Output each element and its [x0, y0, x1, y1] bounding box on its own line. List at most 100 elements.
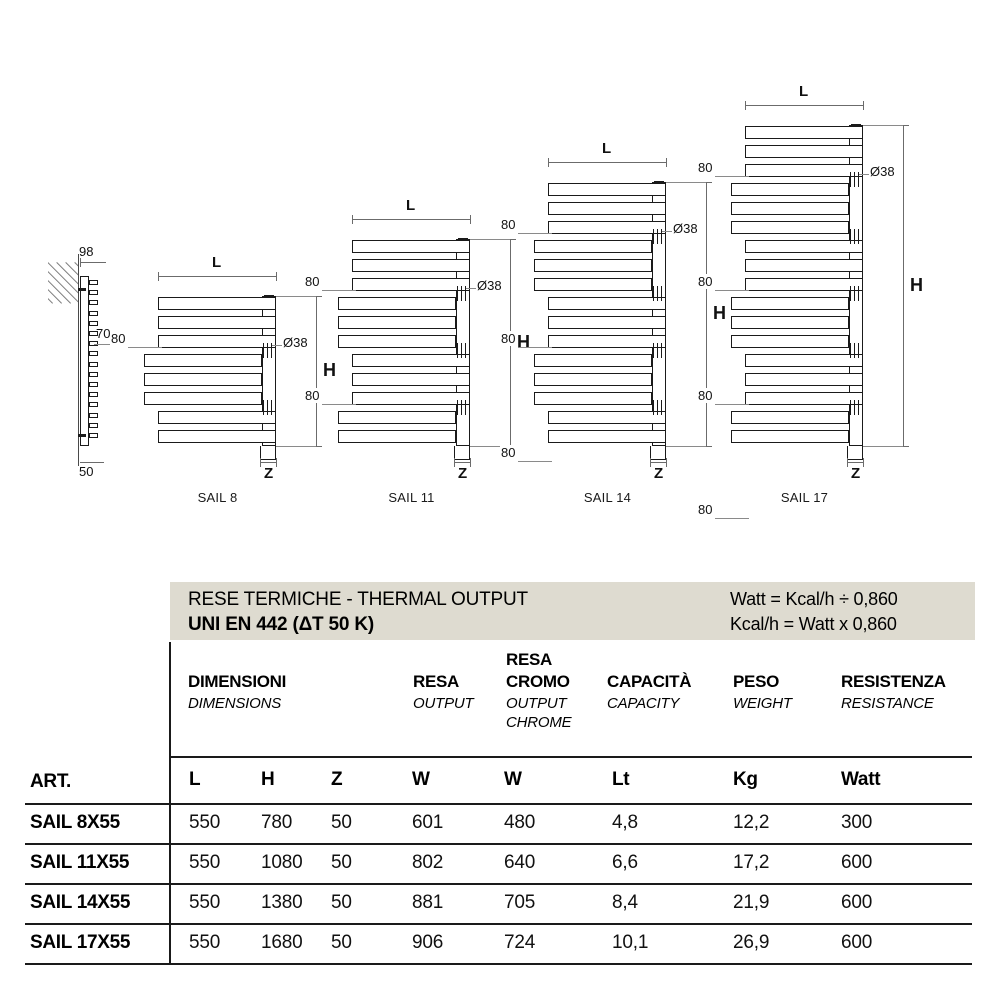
- collector-joint-line: [653, 400, 654, 415]
- cell-L: 550: [189, 852, 221, 873]
- radiator-bar: [731, 430, 849, 443]
- collector-joint-line: [461, 400, 462, 415]
- dim-H-tick-top: [505, 239, 516, 240]
- offset-leader: [715, 404, 749, 405]
- dim-L-tick-left: [158, 272, 159, 281]
- radiator-bar: [144, 392, 262, 405]
- offset-leader: [518, 461, 552, 462]
- radiator-bar: [548, 221, 666, 234]
- dim-98-tick-left: [80, 258, 81, 267]
- collector-joint-line: [657, 286, 658, 301]
- radiator-fin: [89, 310, 98, 316]
- dim-L-label: L: [212, 254, 222, 271]
- dim-Z-tick-left: [260, 458, 261, 467]
- radiator-bar: [338, 316, 456, 329]
- cell-W_chrome: 480: [504, 812, 536, 833]
- header-resa-cromo-1: RESA: [506, 650, 553, 669]
- collector-joint-line: [457, 286, 458, 301]
- collector-top-cap: [654, 181, 664, 183]
- cell-art: SAIL 8X55: [30, 812, 120, 833]
- dim-H-label: H: [517, 331, 530, 352]
- radiator-bar: [731, 411, 849, 424]
- offset-80-label: 80: [110, 331, 127, 346]
- offset-leader: [128, 347, 162, 348]
- radiator-bar: [745, 354, 863, 367]
- radiator-bar: [158, 297, 276, 310]
- diameter-label: Ø38: [672, 221, 699, 236]
- dim-H-ext-top: [276, 296, 316, 297]
- model-caption: SAIL 17: [780, 490, 829, 505]
- cell-W: 906: [412, 932, 444, 953]
- side-view-drawing: 98 70 50: [48, 244, 158, 479]
- radiator-bar: [352, 354, 470, 367]
- band-title-line2: UNI EN 442 (ΔT 50 K): [188, 614, 374, 635]
- radiator-bar: [548, 297, 666, 310]
- cell-W: 601: [412, 812, 444, 833]
- dim-H-label: H: [713, 303, 726, 323]
- collector-joint-line: [661, 400, 662, 415]
- z-connection-stub: [650, 446, 666, 460]
- dim-H-ext-bottom: [276, 446, 316, 447]
- unit-W: W: [412, 769, 430, 790]
- radiator-bar: [158, 411, 276, 424]
- radiator-bar: [338, 411, 456, 424]
- radiator-fin: [89, 351, 98, 357]
- diameter-label: Ø38: [869, 164, 896, 179]
- radiator-bar: [548, 335, 666, 348]
- radiator-bar: [731, 221, 849, 234]
- z-connection-stub: [260, 446, 276, 460]
- collector-joint-line: [854, 229, 855, 244]
- wall-face-line: [78, 254, 79, 466]
- radiator-bar: [534, 354, 652, 367]
- offset-leader: [322, 404, 356, 405]
- table-row: SAIL 8X55 550 780 50 601 480 4,8 12,2 300: [0, 803, 1000, 843]
- radiator-bar: [731, 202, 849, 215]
- dim-H-tick-bottom: [701, 446, 712, 447]
- collector-joint-line: [850, 400, 851, 415]
- cell-Kg: 26,9: [733, 932, 770, 953]
- collector-joint-line: [465, 400, 466, 415]
- cell-Lt: 6,6: [612, 852, 638, 873]
- header-capacita: CAPACITÀ: [607, 672, 692, 691]
- offset-80-label: 80: [500, 331, 517, 346]
- radiator-bar: [158, 430, 276, 443]
- collector-top-cap: [851, 124, 861, 126]
- radiator-bar: [745, 259, 863, 272]
- unit-W-chrome: W: [504, 769, 522, 790]
- dim-H-tick-top: [701, 182, 712, 183]
- header-resa: RESA: [413, 672, 460, 691]
- offset-leader: [322, 290, 356, 291]
- technical-drawings: 98 70 50 L H Ø38 80 Z SAIL 8 L H Ø38 80 80 Z SAIL 11 L H…: [48, 83, 923, 519]
- model-4-drawing: L H Ø38 80 80 80 80 Z SAIL 17: [697, 83, 923, 519]
- dim-98-line: [80, 262, 106, 263]
- row-separator: [25, 923, 972, 925]
- cell-Z: 50: [331, 892, 352, 913]
- radiator-fin: [89, 402, 98, 408]
- dim-L-line: [745, 105, 863, 106]
- dim-H-line: [316, 296, 317, 446]
- dim-Z-label: Z: [458, 465, 468, 482]
- diameter-leader: [272, 345, 290, 346]
- cell-Lt: 10,1: [612, 932, 649, 953]
- cell-W: 881: [412, 892, 444, 913]
- radiator-bar: [731, 297, 849, 310]
- radiator-bar: [534, 373, 652, 386]
- radiator-fin: [89, 382, 98, 387]
- band-title-line1: RESE TERMICHE - THERMAL OUTPUT: [188, 589, 528, 610]
- collector-joint-line: [263, 343, 264, 358]
- radiator-fin: [89, 290, 98, 296]
- cell-W_chrome: 724: [504, 932, 536, 953]
- dim-Z-tick-right: [470, 458, 471, 467]
- radiator-fin: [89, 371, 98, 377]
- collector-joint-line: [657, 229, 658, 244]
- dim-Z-label: Z: [264, 465, 274, 482]
- cell-Watt: 300: [841, 812, 873, 833]
- radiator-bar: [352, 259, 470, 272]
- cell-Z: 50: [331, 852, 352, 873]
- offset-leader: [715, 176, 749, 177]
- unit-H: H: [261, 769, 275, 790]
- dim-Z-tick-right: [276, 458, 277, 467]
- diameter-leader: [859, 174, 877, 175]
- dim-L-tick-left: [548, 158, 549, 167]
- offset-80-label: 80: [697, 274, 714, 289]
